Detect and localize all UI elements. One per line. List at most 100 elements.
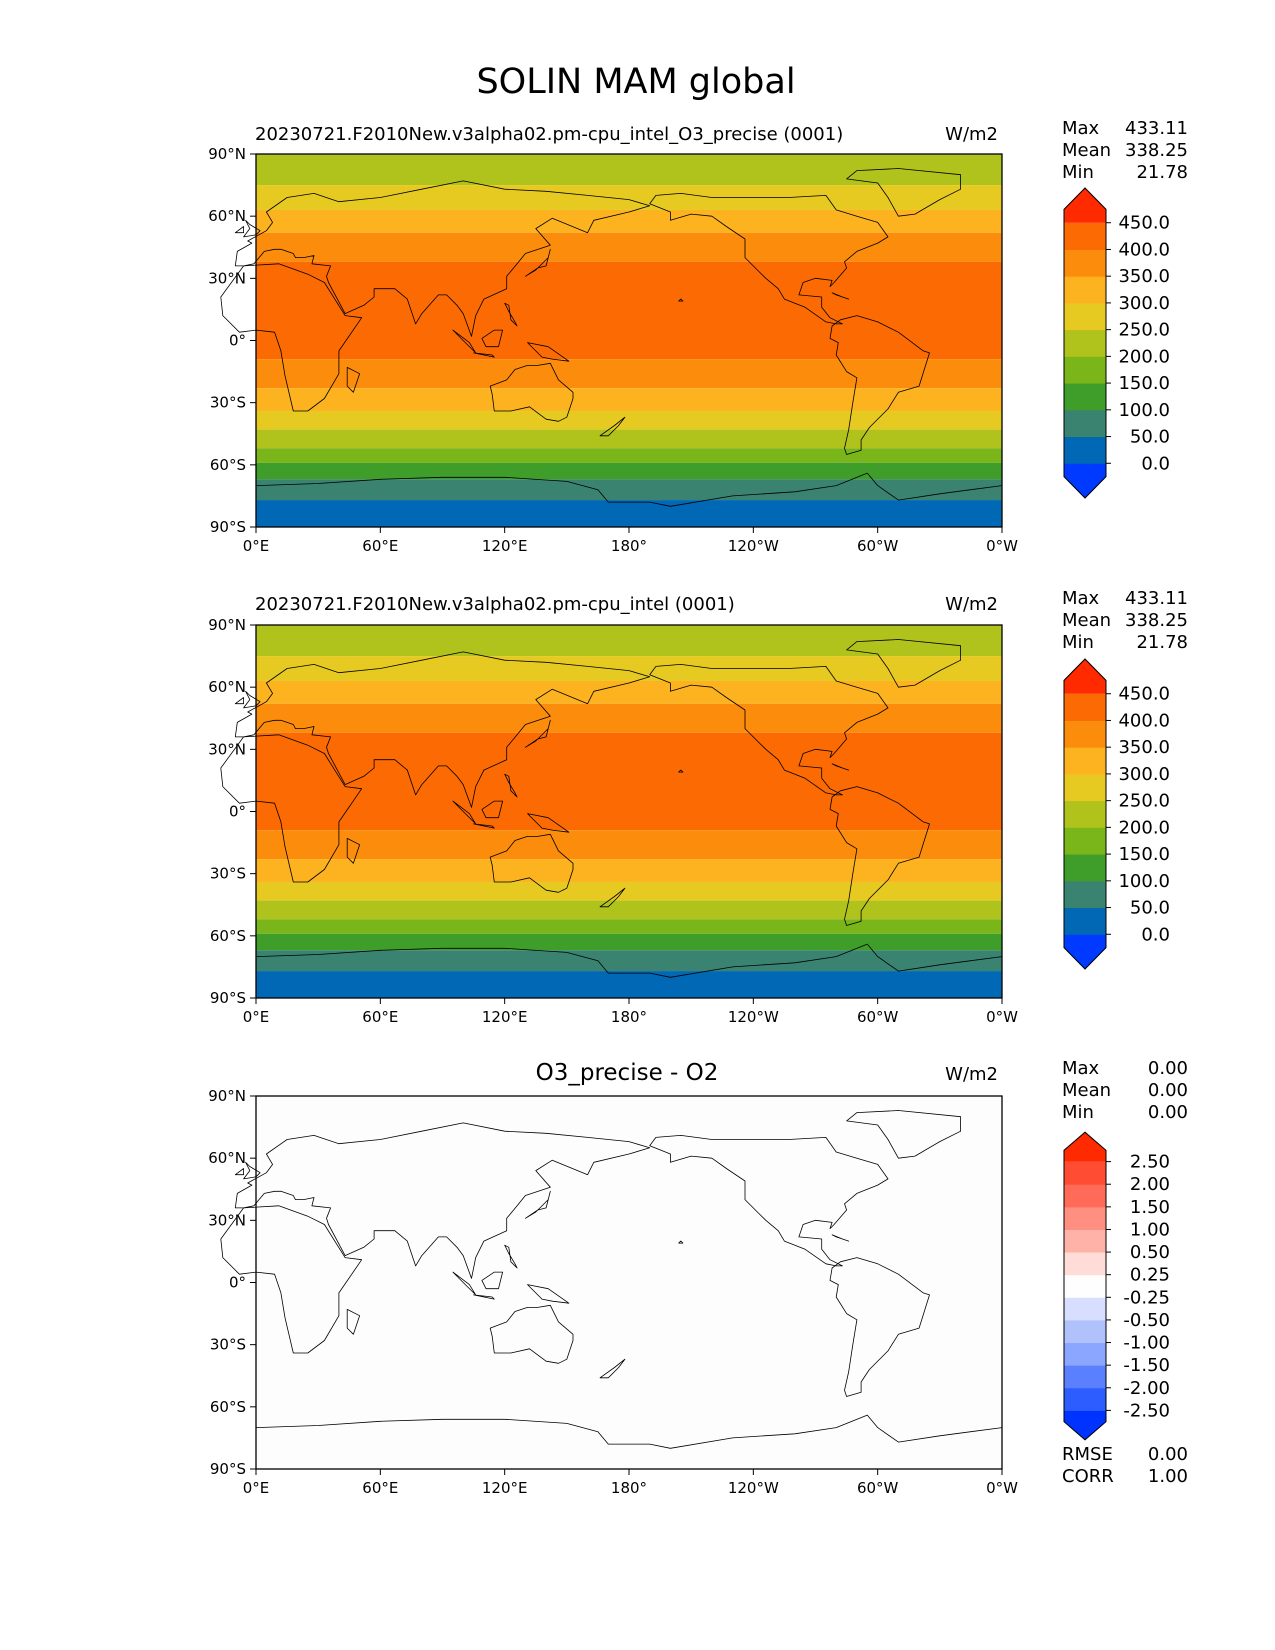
y-tick-label: 60°S xyxy=(210,927,246,945)
contour-band xyxy=(256,154,1002,186)
colorbar-tick-label: 200.0 xyxy=(1118,817,1170,838)
x-tick-label: 0°E xyxy=(243,537,270,555)
coastline xyxy=(234,180,651,337)
y-tick-label: 30°S xyxy=(210,1336,246,1354)
colorbar-tick-label: 400.0 xyxy=(1118,710,1170,731)
coastline xyxy=(234,697,244,705)
coastline xyxy=(255,1414,1003,1470)
contour-band xyxy=(256,703,1002,733)
contour-band xyxy=(256,971,1002,998)
coastline xyxy=(504,1244,518,1269)
x-tick-label: 60°E xyxy=(362,1008,398,1026)
contour-band xyxy=(256,656,1002,681)
map-area: 0°E 60°E 120°E 180° 120°W 60°W 0°W 90°N 60°N 30°N… xyxy=(208,616,1018,1026)
contour-band xyxy=(256,500,1002,527)
panel-units: W/m2 xyxy=(945,1064,998,1085)
coastline xyxy=(831,1234,850,1242)
y-tick-label: 60°N xyxy=(208,678,246,696)
contour-band xyxy=(256,732,1002,831)
stat-min-label: Min xyxy=(1062,162,1094,183)
colorbar-tick-label: -2.50 xyxy=(1123,1400,1170,1421)
colorbar-tick-label: 100.0 xyxy=(1118,400,1170,421)
rmse-label: RMSE xyxy=(1062,1444,1113,1465)
contour-band xyxy=(256,359,1002,389)
contour-band xyxy=(256,261,1002,360)
x-tick-label: 180° xyxy=(611,1479,647,1497)
colorbar-segment xyxy=(1064,1365,1106,1389)
contour-band xyxy=(256,388,1002,411)
x-tick-label: 0°E xyxy=(243,1479,270,1497)
colorbar-tick-label: 1.50 xyxy=(1130,1197,1170,1218)
stat-max-label: Max xyxy=(1062,1058,1100,1079)
stat-mean-value: 0.00 xyxy=(1148,1080,1188,1101)
stats-block: Max 433.11 Mean 338.25 Min 21.78 xyxy=(1062,118,1188,183)
figure-title: SOLIN MAM global xyxy=(476,62,795,102)
x-tick-label: 120°W xyxy=(728,1479,779,1497)
y-tick-label: 90°N xyxy=(208,616,246,634)
coastline xyxy=(649,193,889,325)
x-tick-label: 120°E xyxy=(482,1008,528,1026)
colorbar-tick-label: 2.50 xyxy=(1130,1152,1170,1173)
colorbar-segment xyxy=(1064,1161,1106,1185)
contour-band xyxy=(256,462,1002,480)
colorbar-segment xyxy=(1064,276,1106,304)
coastline xyxy=(220,734,363,883)
coastline xyxy=(829,1257,930,1397)
colorbar-segment xyxy=(1064,1297,1106,1321)
colorbar-extend-max xyxy=(1064,187,1106,223)
colorbar-segment xyxy=(1064,773,1106,802)
coastline xyxy=(527,1284,570,1304)
contour-band xyxy=(256,950,1002,972)
colorbar-tick-label: 350.0 xyxy=(1118,266,1170,287)
coastline xyxy=(504,773,518,798)
panel-o2: 20230721.F2010New.v3alpha02.pm-cpu_intel… xyxy=(208,588,1188,1026)
x-tick-label: 120°W xyxy=(728,537,779,555)
stat-max-label: Max xyxy=(1062,588,1100,609)
colorbar: 0.0 50.0 100.0 150.0 200.0 250.0 300.0 350.0 400… xyxy=(1063,658,1170,970)
coastline xyxy=(481,329,503,348)
coastline xyxy=(831,763,850,771)
panel-units: W/m2 xyxy=(945,124,998,145)
colorbar-segment xyxy=(1064,827,1106,855)
coastline xyxy=(527,813,570,833)
colorbar-tick-label: 50.0 xyxy=(1130,427,1170,448)
x-tick-label: 60°W xyxy=(857,1479,899,1497)
coastline xyxy=(255,472,1003,528)
colorbar-tick-label: 100.0 xyxy=(1118,871,1170,892)
colorbar-tick-label: 1.00 xyxy=(1130,1219,1170,1240)
colorbar-tick-label: 300.0 xyxy=(1118,764,1170,785)
coastline xyxy=(234,651,651,808)
stats-block: Max 433.11 Mean 338.25 Min 21.78 xyxy=(1062,588,1188,653)
coastline xyxy=(234,1168,244,1176)
y-tick-label: 90°N xyxy=(208,1087,246,1105)
coastline xyxy=(831,292,850,300)
y-tick-label: 30°S xyxy=(210,865,246,883)
coastline xyxy=(649,1135,889,1267)
colorbar-extend-min xyxy=(1064,1410,1106,1440)
contour-band xyxy=(256,1096,1002,1469)
stat-min-label: Min xyxy=(1062,1102,1094,1123)
colorbar-segment xyxy=(1064,1387,1106,1411)
coastline xyxy=(346,838,360,864)
colorbar-tick-label: 200.0 xyxy=(1118,346,1170,367)
colorbar-tick-label: -0.25 xyxy=(1123,1287,1170,1308)
colorbar-tick-label: 150.0 xyxy=(1118,844,1170,865)
colorbar-segment xyxy=(1064,747,1106,775)
contour-band xyxy=(256,881,1002,901)
coastline xyxy=(846,1110,961,1159)
contour-band xyxy=(256,410,1002,430)
x-tick-label: 120°E xyxy=(482,537,528,555)
x-tick-label: 0°W xyxy=(986,1008,1018,1026)
x-tick-label: 60°W xyxy=(857,537,899,555)
colorbar-tick-label: 400.0 xyxy=(1118,239,1170,260)
contour-band xyxy=(256,448,1002,463)
x-tick-label: 0°W xyxy=(986,537,1018,555)
coastline xyxy=(504,302,518,327)
coastline xyxy=(829,786,930,926)
stat-min-value: 21.78 xyxy=(1136,632,1188,653)
stat-mean-value: 338.25 xyxy=(1125,610,1188,631)
contour-band xyxy=(256,209,1002,233)
coastline xyxy=(525,1190,551,1219)
contour-band xyxy=(256,919,1002,934)
